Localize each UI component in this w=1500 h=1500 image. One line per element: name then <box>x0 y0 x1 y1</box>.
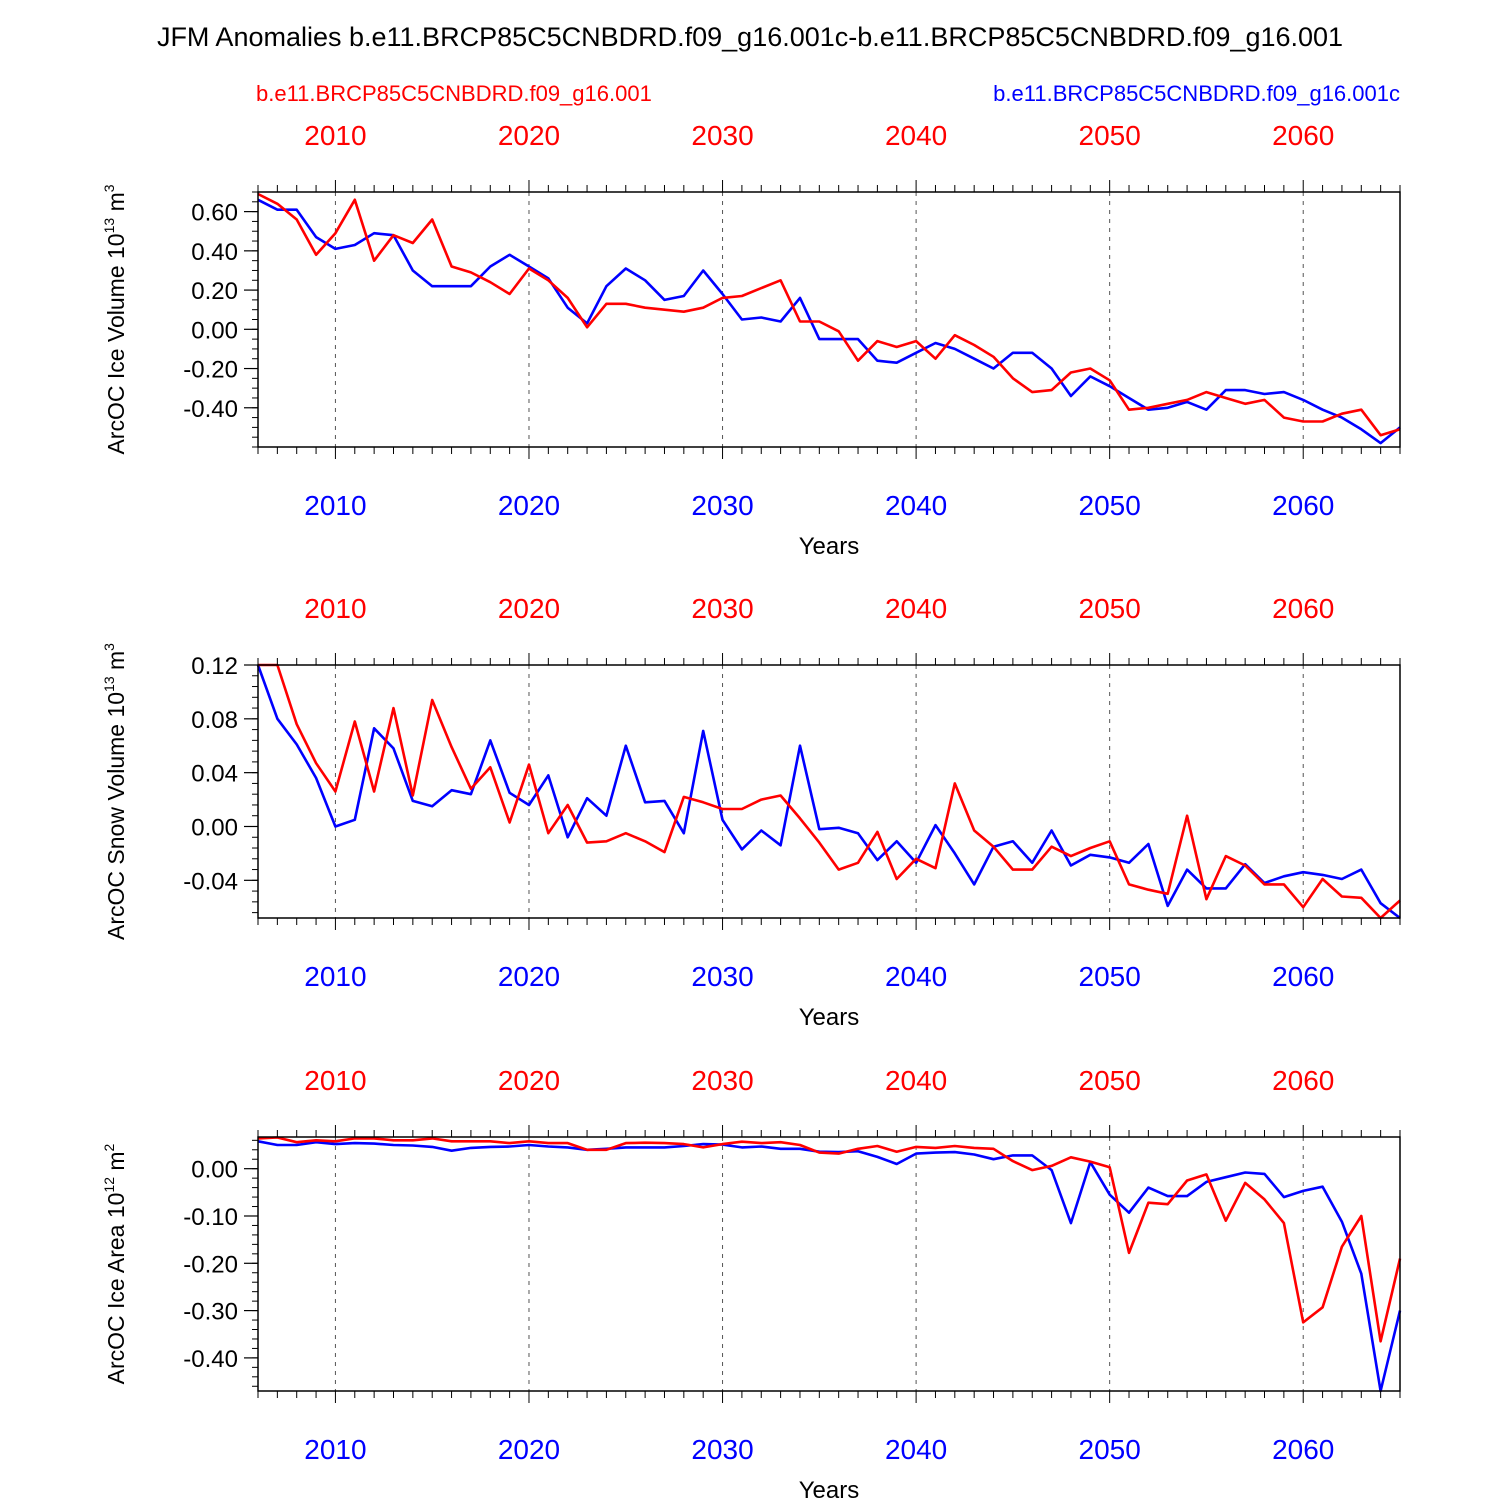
x-tick-label-top: 2060 <box>1272 593 1334 624</box>
x-tick-label-top: 2060 <box>1272 120 1334 151</box>
plot-frame <box>257 664 1401 919</box>
x-tick-label-bottom: 2050 <box>1079 1434 1141 1465</box>
x-tick-label-bottom: 2020 <box>498 961 560 992</box>
y-tick-label: 0.60 <box>191 200 238 227</box>
x-tick-label-bottom: 2040 <box>885 1434 947 1465</box>
y-axis-label: ArcOC Snow Volume 1013 m3 <box>101 643 129 940</box>
plot-frame <box>257 1136 1401 1392</box>
y-tick-label: -0.10 <box>183 1204 238 1231</box>
series-line-blue <box>257 1140 1402 1393</box>
x-tick-label-bottom: 2040 <box>885 961 947 992</box>
x-tick-label-top: 2050 <box>1079 593 1141 624</box>
y-tick-label: -0.40 <box>183 396 238 423</box>
y-tick-label: -0.20 <box>183 1251 238 1278</box>
y-tick-label: -0.20 <box>183 357 238 384</box>
x-tick-label-bottom: 2030 <box>691 490 753 521</box>
x-tick-label-bottom: 2030 <box>691 1434 753 1465</box>
series-line-red <box>257 192 1401 437</box>
x-tick-label-bottom: 2030 <box>691 961 753 992</box>
series-line-red <box>257 1136 1402 1343</box>
y-tick-label: 0.04 <box>191 761 238 788</box>
x-tick-label-bottom: 2060 <box>1272 961 1334 992</box>
x-tick-label-bottom: 2020 <box>498 1434 560 1465</box>
x-tick-label-top: 2010 <box>304 120 366 151</box>
y-tick-label: 0.08 <box>191 707 238 734</box>
x-axis-label: Years <box>799 1477 860 1500</box>
x-tick-label-bottom: 2050 <box>1079 961 1141 992</box>
y-tick-label: 0.20 <box>191 278 238 305</box>
series-line-blue <box>256 664 1401 920</box>
y-tick-label: 0.00 <box>191 814 238 841</box>
y-axis-label: ArcOC Ice Volume 1013 m3 <box>101 184 129 454</box>
y-tick-label: -0.30 <box>183 1299 238 1326</box>
plot-frame <box>257 191 1401 448</box>
x-tick-label-top: 2010 <box>304 1065 366 1096</box>
x-tick-label-top: 2020 <box>498 1065 560 1096</box>
legend-left-label: b.e11.BRCP85C5CNBDRD.f09_g16.001 <box>256 81 652 106</box>
series-line-red <box>258 663 1401 920</box>
legend-right-label: b.e11.BRCP85C5CNBDRD.f09_g16.001c <box>993 81 1400 106</box>
chart-panel-2: 0.12 0.08 0.04 0.00 -0.04 2010 2010 2020 2020 203… <box>101 593 1401 1031</box>
y-tick-label: 0.12 <box>191 653 238 680</box>
y-tick-label: 0.00 <box>191 1157 238 1184</box>
x-tick-label-bottom: 2040 <box>885 490 947 521</box>
x-tick-label-bottom: 2010 <box>304 490 366 521</box>
x-tick-label-top: 2060 <box>1272 1065 1334 1096</box>
x-tick-label-bottom: 2060 <box>1272 1434 1334 1465</box>
x-tick-label-top: 2040 <box>885 1065 947 1096</box>
y-tick-label: 0.00 <box>191 317 238 344</box>
y-tick-label: 0.40 <box>191 239 238 266</box>
x-tick-label-top: 2050 <box>1079 1065 1141 1096</box>
x-tick-label-top: 2040 <box>885 120 947 151</box>
chart-panel-1: 0.60 0.40 0.20 0.00 -0.20 -0.40 2010 2010 2020 20… <box>101 120 1401 560</box>
x-axis-label: Years <box>799 1004 860 1031</box>
chart-panel-3: 0.00 -0.10 -0.20 -0.30 -0.40 2010 2010 2020 2020… <box>101 1065 1402 1500</box>
x-tick-label-bottom: 2010 <box>304 1434 366 1465</box>
x-tick-label-top: 2050 <box>1079 120 1141 151</box>
x-tick-label-top: 2020 <box>498 120 560 151</box>
x-tick-label-top: 2030 <box>691 120 753 151</box>
chart-panels: 0.60 0.40 0.20 0.00 -0.20 -0.40 2010 2010 2020 20… <box>101 120 1402 1500</box>
y-axis-label: ArcOC Ice Area 1012 m2 <box>101 1143 129 1384</box>
y-tick-label: -0.40 <box>183 1346 238 1373</box>
x-tick-label-top: 2020 <box>498 593 560 624</box>
x-tick-label-bottom: 2060 <box>1272 490 1334 521</box>
x-tick-label-top: 2010 <box>304 593 366 624</box>
figure-title: JFM Anomalies b.e11.BRCP85C5CNBDRD.f09_g… <box>157 22 1343 52</box>
y-tick-label: -0.04 <box>183 868 238 895</box>
x-tick-label-bottom: 2020 <box>498 490 560 521</box>
x-tick-label-bottom: 2010 <box>304 961 366 992</box>
x-axis-label: Years <box>799 533 860 560</box>
x-tick-label-top: 2040 <box>885 593 947 624</box>
x-tick-label-bottom: 2050 <box>1079 490 1141 521</box>
x-tick-label-top: 2030 <box>691 1065 753 1096</box>
x-tick-label-top: 2030 <box>691 593 753 624</box>
series-line-blue <box>257 198 1401 445</box>
